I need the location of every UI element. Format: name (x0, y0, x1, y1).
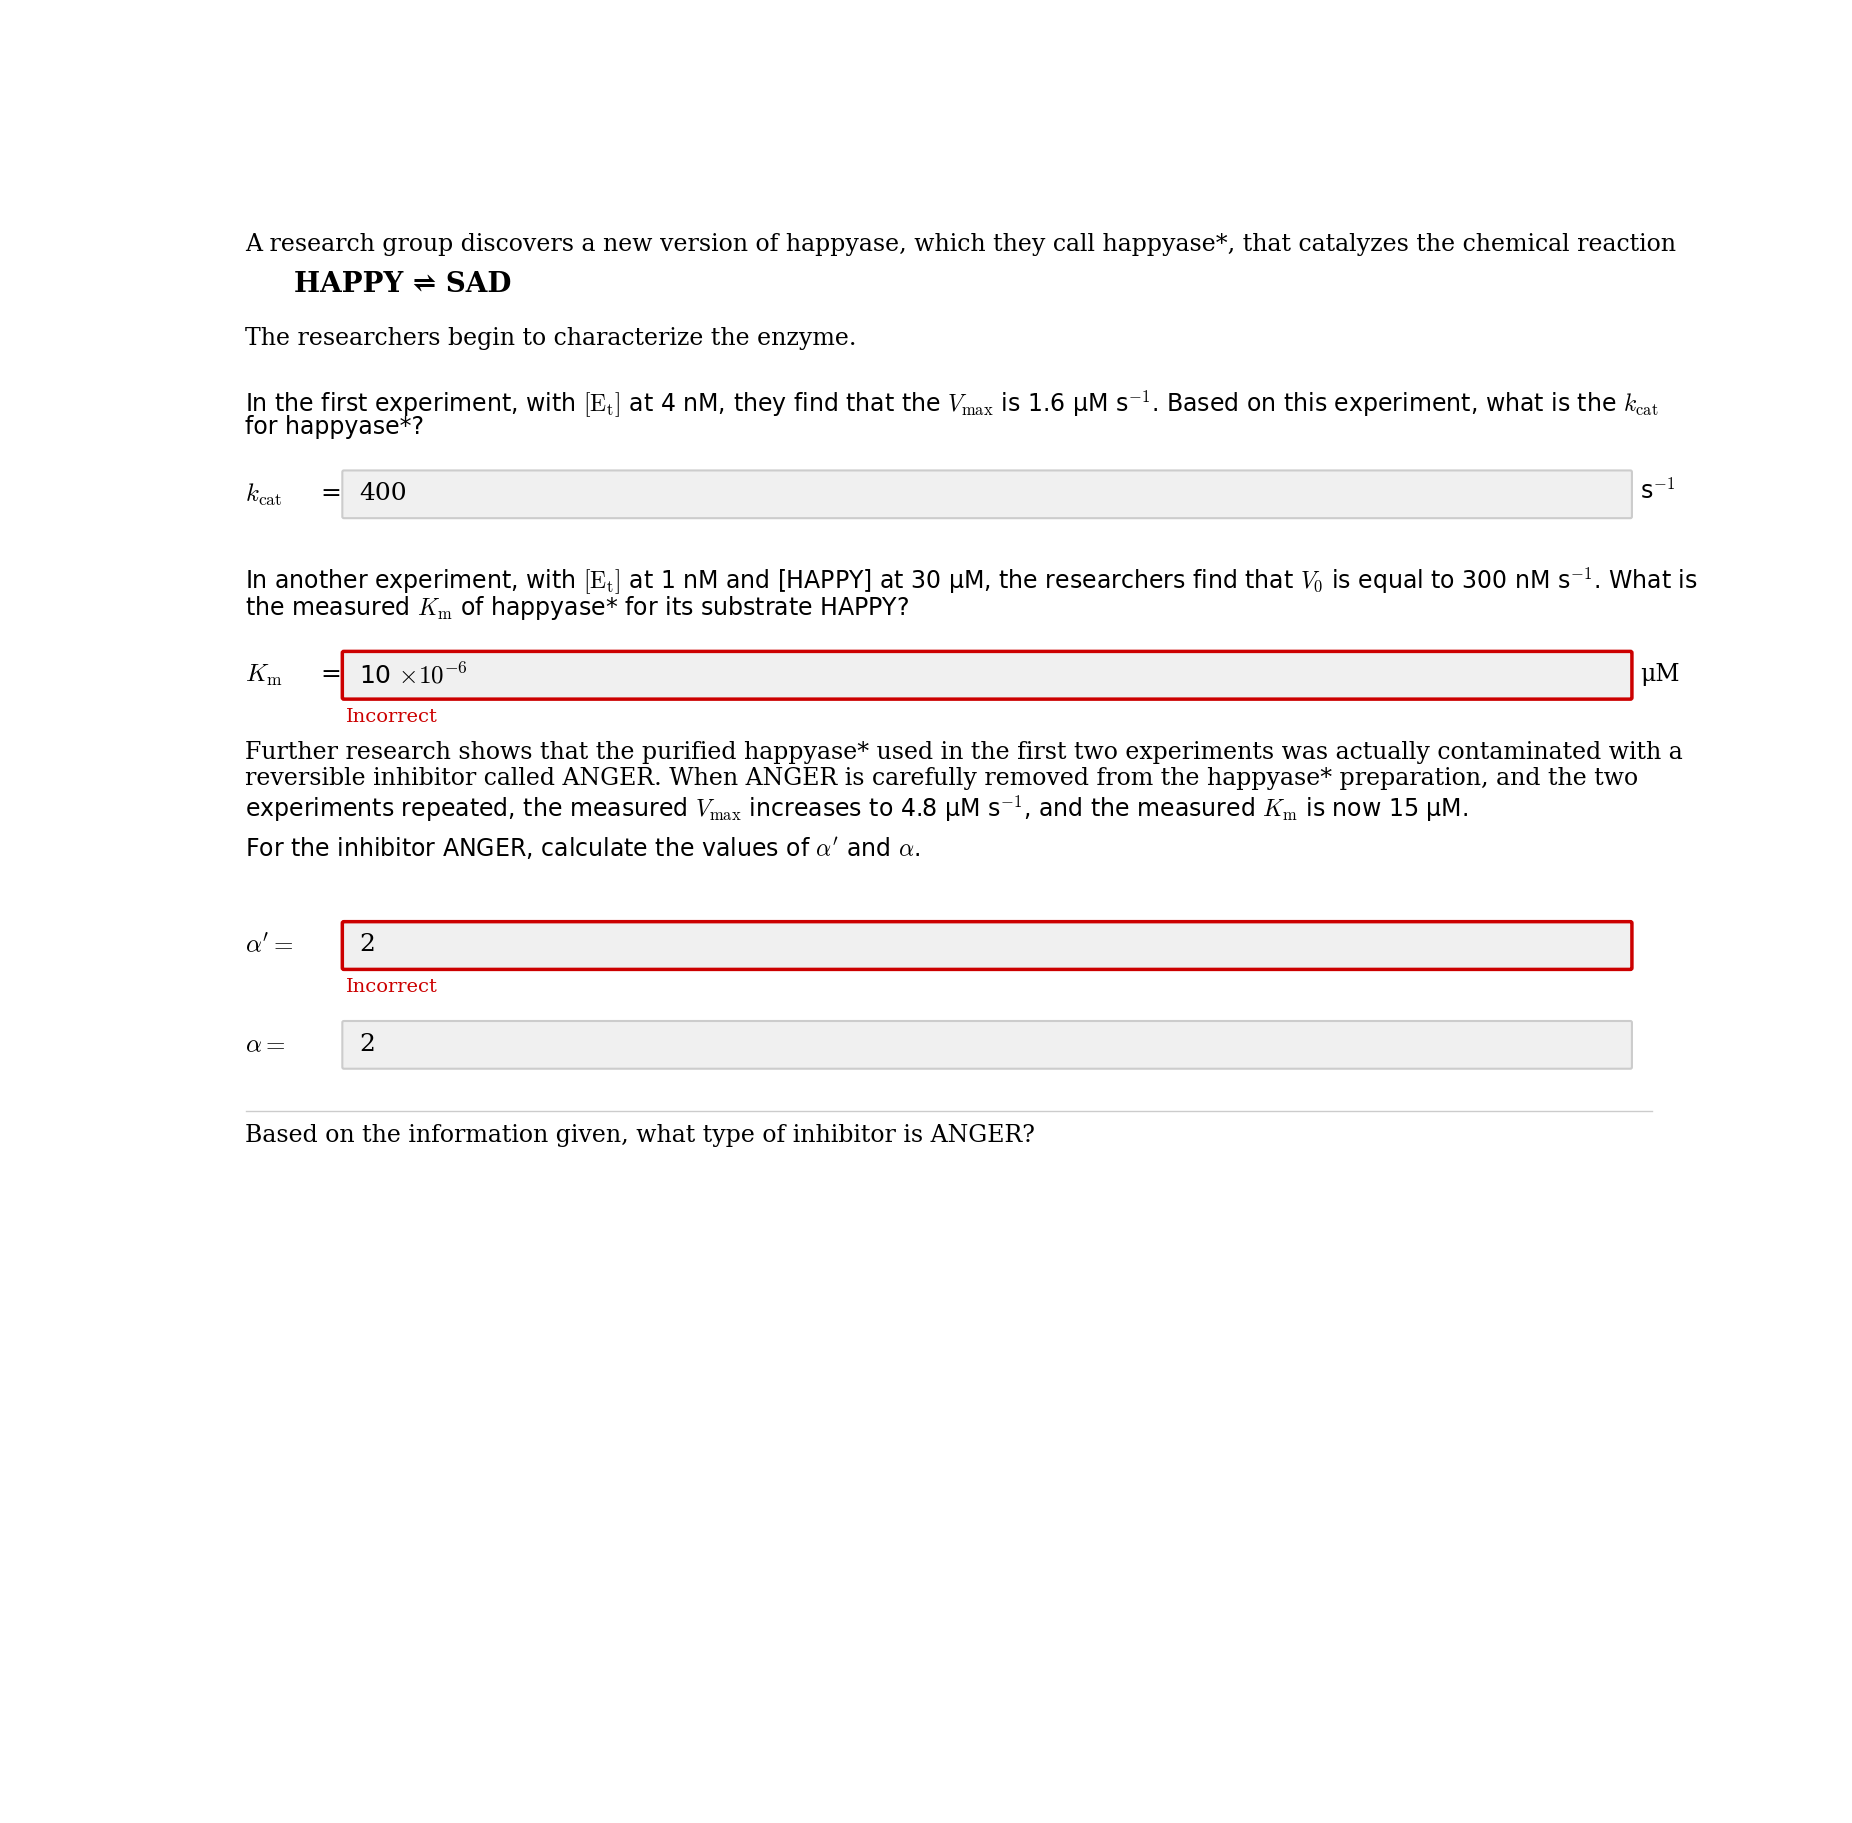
Text: For the inhibitor ANGER, calculate the values of $\alpha'$ and $\alpha$.: For the inhibitor ANGER, calculate the v… (246, 835, 920, 860)
Text: In another experiment, with $[\mathrm{E_t}]$ at 1 nM and [HAPPY] at 30 μM, the r: In another experiment, with $[\mathrm{E_… (246, 565, 1698, 596)
Text: Incorrect: Incorrect (346, 707, 439, 726)
Text: HAPPY ⇌ SAD: HAPPY ⇌ SAD (293, 272, 511, 299)
Text: =: = (320, 664, 341, 685)
FancyBboxPatch shape (343, 922, 1632, 970)
Text: $\alpha' =$: $\alpha' =$ (246, 933, 294, 957)
Text: A research group discovers a new version of happyase, which they call happyase*,: A research group discovers a new version… (246, 233, 1676, 255)
Text: Further research shows that the purified happyase* used in the first two experim: Further research shows that the purified… (246, 740, 1683, 764)
Text: The researchers begin to characterize the enzyme.: The researchers begin to characterize th… (246, 326, 857, 350)
Text: μM: μM (1641, 664, 1680, 685)
Text: $K_\mathrm{m}$: $K_\mathrm{m}$ (246, 664, 283, 687)
Text: s$^{-1}$: s$^{-1}$ (1641, 479, 1676, 503)
FancyBboxPatch shape (343, 653, 1632, 700)
Text: In the first experiment, with $[\mathrm{E_t}]$ at 4 nM, they find that the $V_\m: In the first experiment, with $[\mathrm{… (246, 388, 1659, 419)
Text: experiments repeated, the measured $V_\mathrm{max}$ increases to 4.8 μM s$^{-1}$: experiments repeated, the measured $V_\m… (246, 793, 1469, 824)
Text: reversible inhibitor called ANGER. When ANGER is carefully removed from the happ: reversible inhibitor called ANGER. When … (246, 767, 1639, 789)
Text: for happyase*?: for happyase*? (246, 416, 424, 439)
Text: $k_\mathrm{cat}$: $k_\mathrm{cat}$ (246, 481, 283, 509)
Text: 2: 2 (359, 1032, 376, 1056)
FancyBboxPatch shape (343, 470, 1632, 520)
Text: $\alpha =$: $\alpha =$ (246, 1032, 285, 1056)
Text: the measured $K_\mathrm{m}$ of happyase* for its substrate HAPPY?: the measured $K_\mathrm{m}$ of happyase*… (246, 594, 909, 622)
Text: Based on the information given, what type of inhibitor is ANGER?: Based on the information given, what typ… (246, 1123, 1035, 1147)
Text: Incorrect: Incorrect (346, 977, 439, 995)
Text: 10 $\times 10^{-6}$: 10 $\times 10^{-6}$ (359, 664, 469, 689)
FancyBboxPatch shape (343, 1021, 1632, 1068)
Text: 2: 2 (359, 933, 376, 955)
Text: 400: 400 (359, 481, 407, 505)
Text: =: = (320, 481, 341, 505)
